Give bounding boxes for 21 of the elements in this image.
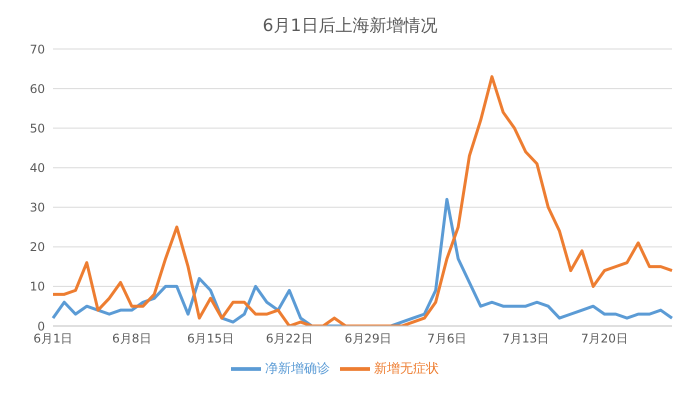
y-tick-label: 20 [30,240,45,254]
y-tick-label: 50 [30,121,45,136]
line-series [52,198,674,326]
y-tick-label: 0 [37,319,45,334]
chart-title: 6月1日后上海新增情况 [262,15,438,38]
x-tick-label: 7月13日 [502,332,550,346]
y-tick-label: 70 [30,42,45,56]
x-tick-label: 6月8日 [112,332,152,346]
line-series [52,75,674,326]
y-tick-label: 60 [30,82,45,96]
x-tick-label: 6月15日 [187,332,234,346]
x-tick-label: 6月1日 [33,332,73,346]
y-tick-label: 30 [30,200,45,215]
x-tick-label: 6月29日 [344,332,392,346]
x-tick-label: 7月20日 [581,332,628,346]
y-tick-label: 40 [30,160,45,175]
x-tick-label: 7月6日 [427,332,467,346]
y-tick-label: 10 [30,280,45,294]
x-tick-label: 6月22日 [266,332,313,346]
legend-label: 净新增确诊 [265,362,330,377]
legend-label: 新增无症状 [374,362,439,377]
